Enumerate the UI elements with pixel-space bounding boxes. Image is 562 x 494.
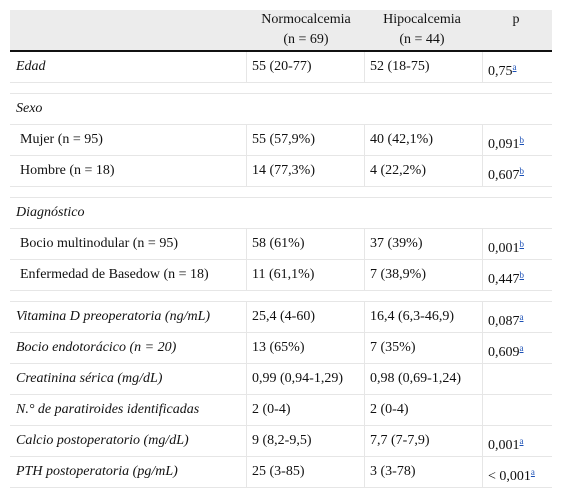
table-row: Bocio multinodular (n = 95) 58 (61%) 37 … [10,229,552,260]
row-label: Edad [16,59,46,74]
header-normocalcemia-n: (n = 69) [283,32,329,47]
row-hipo: 7 (38,9%) [370,267,426,282]
row-hipo: 4 (22,2%) [370,163,426,178]
p-value: 0,087 [488,314,520,329]
table-row: Hombre (n = 18) 14 (77,3%) 4 (22,2%) 0,6… [10,156,552,187]
footnote-link[interactable]: b [519,239,525,249]
row-normo: 11 (61,1%) [252,267,315,282]
header-hipocalcemia-title: Hipocalcemia [383,12,461,27]
table-row: Mujer (n = 95) 55 (57,9%) 40 (42,1%) 0,0… [10,125,552,156]
row-label: Calcio postoperatorio (mg/dL) [16,433,189,448]
row-hipo: 52 (18-75) [370,59,430,74]
header-hipocalcemia: Hipocalcemia (n = 44) [364,10,480,50]
table-row: Creatinina sérica (mg/dL) 0,99 (0,94-1,2… [10,364,552,395]
footnote-link[interactable]: a [519,343,524,353]
row-label: Mujer (n = 95) [20,132,103,147]
row-hipo: 3 (3-78) [370,464,416,479]
table-row: PTH postoperatoria (pg/mL) 25 (3-85) 3 (… [10,457,552,488]
p-value: 0,091 [488,137,520,152]
row-p: 0,609a [488,333,524,363]
row-hipo: 2 (0-4) [370,402,409,417]
row-normo: 25 (3-85) [252,464,305,479]
p-value: < 0,001 [488,469,531,484]
row-p: 0,001a [488,426,524,456]
table-row: Enfermedad de Basedow (n = 18) 11 (61,1%… [10,260,552,291]
row-label: Hombre (n = 18) [20,163,115,178]
row-normo: 0,99 (0,94-1,29) [252,371,343,386]
p-value: 0,609 [488,345,520,360]
table-row: Calcio postoperatorio (mg/dL) 9 (8,2-9,5… [10,426,552,457]
footnote-link[interactable]: b [519,135,525,145]
p-value: 0,001 [488,438,520,453]
row-normo: 55 (57,9%) [252,132,315,147]
table-row: Vitamina D preoperatoria (ng/mL) 25,4 (4… [10,302,552,333]
header-p: p [512,12,520,27]
table-header: Normocalcemia (n = 69) Hipocalcemia (n =… [10,10,552,52]
row-hipo: 7,7 (7-7,9) [370,433,430,448]
section-row: Sexo [10,94,552,125]
row-p: 0,091b [488,125,524,155]
p-value: 0,607 [488,168,520,183]
row-normo: 25,4 (4-60) [252,309,315,324]
row-p: 0,087a [488,302,524,332]
p-value: 0,001 [488,241,520,256]
footnote-link[interactable]: a [519,436,524,446]
row-p: 0,447b [488,260,524,290]
section-label: Sexo [16,101,43,116]
row-normo: 55 (20-77) [252,59,312,74]
row-label: Creatinina sérica (mg/dL) [16,371,163,386]
row-hipo: 7 (35%) [370,340,416,355]
row-spacer [10,187,552,198]
row-p: 0,001b [488,229,524,259]
row-label: Vitamina D preoperatoria (ng/mL) [16,309,211,324]
row-spacer [10,291,552,302]
row-hipo: 37 (39%) [370,236,423,251]
p-value: 0,447 [488,272,520,287]
row-hipo: 40 (42,1%) [370,132,433,147]
row-normo: 58 (61%) [252,236,305,251]
row-hipo: 16,4 (6,3-46,9) [370,309,454,324]
row-p: < 0,001a [488,457,535,487]
footnote-link[interactable]: b [519,270,525,280]
header-normocalcemia: Normocalcemia (n = 69) [248,10,364,50]
row-label: PTH postoperatoria (pg/mL) [16,464,178,479]
row-label: N.° de paratiroides identificadas [16,402,200,417]
footnote-link[interactable]: a [519,312,524,322]
row-hipo: 0,98 (0,69-1,24) [370,371,461,386]
table-row: Bocio endotorácico (n = 20) 13 (65%) 7 (… [10,333,552,364]
row-label: Bocio multinodular (n = 95) [20,236,178,251]
footnote-link[interactable]: b [519,166,525,176]
row-normo: 2 (0-4) [252,402,291,417]
table-row: Edad 55 (20-77) 52 (18-75) 0,75a [10,52,552,83]
section-row: Diagnóstico [10,198,552,229]
row-p: 0,75a [488,52,517,82]
row-label: Enfermedad de Basedow (n = 18) [20,267,209,282]
header-hipocalcemia-n: (n = 44) [399,32,445,47]
row-label: Bocio endotorácico (n = 20) [16,340,177,355]
row-normo: 14 (77,3%) [252,163,315,178]
header-normocalcemia-title: Normocalcemia [261,12,351,27]
row-spacer [10,83,552,94]
footnote-link[interactable]: a [512,62,517,72]
p-value: 0,75 [488,64,513,79]
table-row: N.° de paratiroides identificadas 2 (0-4… [10,395,552,426]
row-normo: 9 (8,2-9,5) [252,433,312,448]
footnote-link[interactable]: a [530,467,535,477]
data-table: Normocalcemia (n = 69) Hipocalcemia (n =… [10,10,552,488]
section-label: Diagnóstico [16,205,85,220]
row-p: 0,607b [488,156,524,186]
row-normo: 13 (65%) [252,340,305,355]
